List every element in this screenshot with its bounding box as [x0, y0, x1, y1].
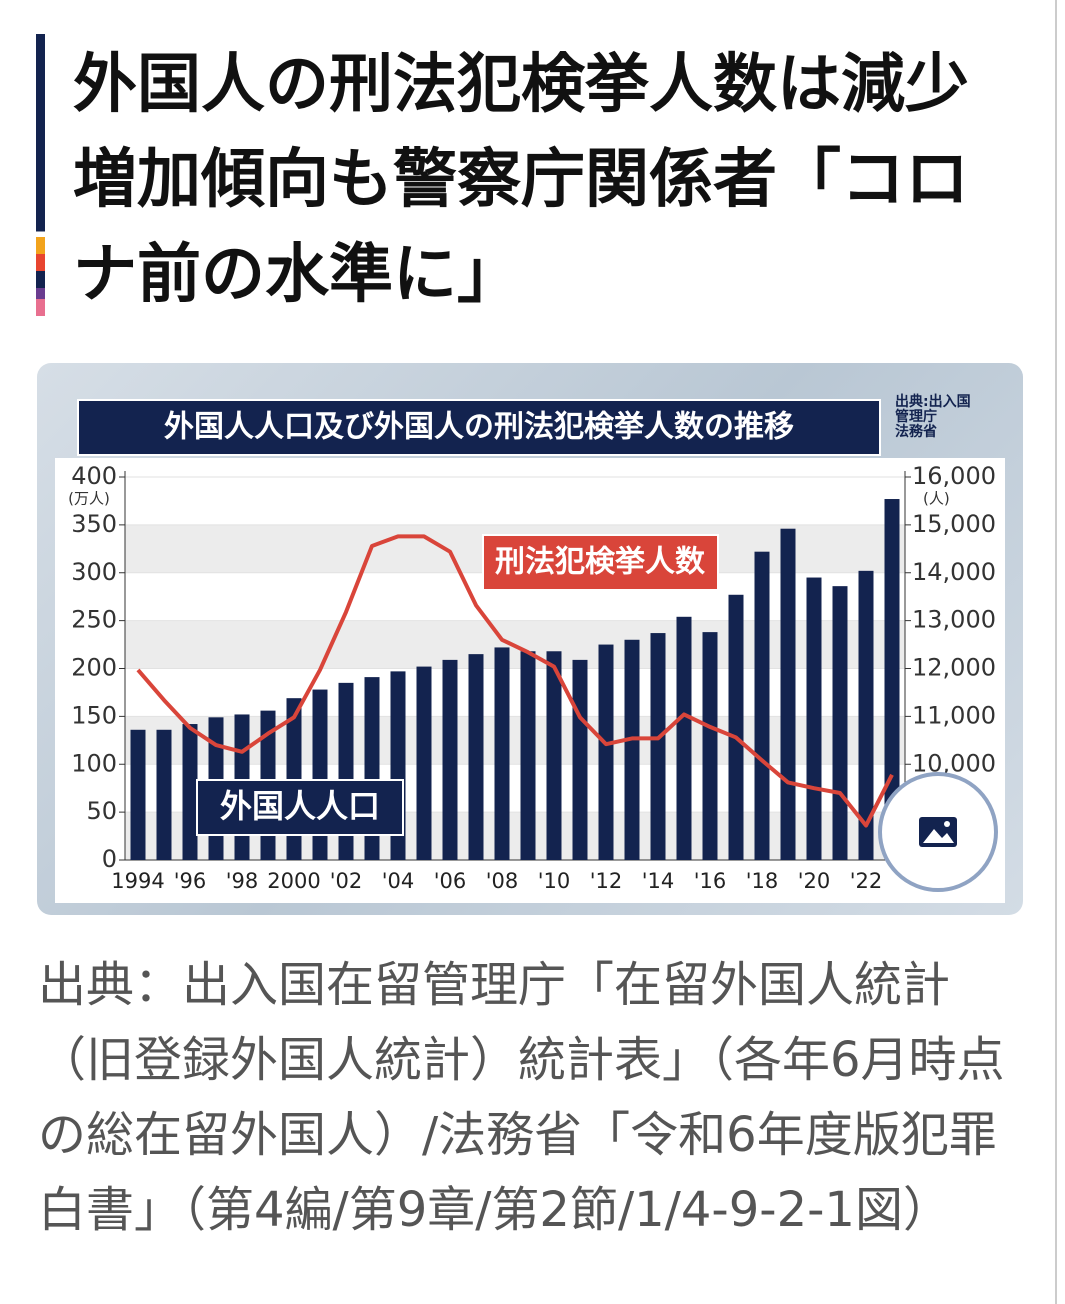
y2-tick-label: 11,000 — [912, 701, 996, 729]
article-title: 外国人の刑法犯検挙人数は減少 増加傾向も警察庁関係者「コロナ前の水準に」 — [73, 48, 1033, 312]
bar — [728, 594, 744, 860]
x-tick-label: '04 — [382, 869, 415, 893]
x-tick-label: '12 — [590, 869, 623, 893]
bar — [182, 724, 198, 860]
x-tick-label: '96 — [174, 869, 207, 893]
y2-tick-label: 16,000 — [912, 462, 996, 490]
x-tick-label: '06 — [434, 869, 467, 893]
x-tick-label: '08 — [486, 869, 519, 893]
bar — [156, 729, 172, 860]
x-tick-label: '10 — [538, 869, 571, 893]
chart-source: 出典:出入国 管理庁 法務省 — [895, 394, 971, 440]
line — [136, 534, 894, 828]
y-tick-label: 400 — [71, 462, 117, 490]
y-tick-label: 0 — [102, 845, 117, 873]
title-banner — [77, 399, 881, 456]
bar — [494, 647, 510, 860]
y-tick-label: 350 — [71, 510, 117, 538]
x-tick-label: '16 — [694, 869, 727, 893]
bar — [416, 666, 432, 860]
y2-tick-label: 15,000 — [912, 510, 996, 538]
caption: 出典：出入国在留管理庁「在留外国人統計（旧登録外国人統計）統計表」（各年6月時点… — [38, 957, 1005, 1238]
scroll-edge — [1055, 0, 1057, 1304]
x-tick-label: '22 — [850, 869, 883, 893]
bar — [702, 632, 718, 860]
bar — [676, 616, 692, 860]
bar — [832, 586, 848, 860]
image-icon — [923, 829, 954, 843]
y-tick-label: 50 — [86, 797, 117, 825]
x-tick-label: '18 — [746, 869, 779, 893]
x-tick-label: '14 — [642, 869, 675, 893]
x-tick-label: '02 — [330, 869, 363, 893]
x-tick-label: 2000 — [267, 869, 320, 893]
y-tick-label: 250 — [71, 606, 117, 634]
legend-box — [196, 779, 404, 836]
bar — [650, 633, 666, 860]
bar — [598, 644, 614, 860]
bar — [884, 499, 900, 860]
legend-label: 外国人人口 — [220, 787, 380, 825]
bar — [442, 659, 458, 860]
x-tick-label: '20 — [798, 869, 831, 893]
chart-title: 外国人人口及び外国人の刑法犯検挙人数の推移 — [164, 410, 794, 445]
bar — [780, 528, 796, 860]
chart: 外国人人口及び外国人の刑法犯検挙人数の推移 (万人) (人) 0 50 100 150… — [55, 399, 1005, 903]
y2-tick-label: 12,000 — [912, 654, 996, 682]
y-tick-label: 200 — [71, 654, 117, 682]
y-tick-label: 100 — [71, 749, 117, 777]
bar — [624, 639, 640, 860]
bar — [130, 729, 146, 860]
chart-image[interactable]: 外国人人口及び外国人の刑法犯検挙人数の推移 (万人) (人) 0 50 100 150… — [37, 363, 1023, 915]
y-unit: (万人) — [68, 490, 110, 508]
image-icon — [944, 821, 950, 827]
x-tick-label: '98 — [226, 869, 259, 893]
bar — [572, 659, 588, 860]
bar — [546, 651, 562, 860]
x-tick-label: 1994 — [111, 869, 164, 893]
bar — [754, 551, 770, 860]
y-tick-label: 300 — [71, 558, 117, 586]
y2-tick-label: 14,000 — [912, 558, 996, 586]
bar — [806, 577, 822, 860]
title-accent — [36, 34, 45, 316]
bar — [520, 651, 536, 860]
y2-tick-label: 13,000 — [912, 606, 996, 634]
y-tick-label: 150 — [71, 701, 117, 729]
bar — [468, 654, 484, 860]
y2-unit: (人) — [923, 490, 950, 508]
y2-tick-label: 10,000 — [912, 749, 996, 777]
legend-box — [482, 534, 719, 591]
legend-label: 刑法犯検挙人数 — [495, 545, 706, 580]
bar — [858, 570, 874, 860]
